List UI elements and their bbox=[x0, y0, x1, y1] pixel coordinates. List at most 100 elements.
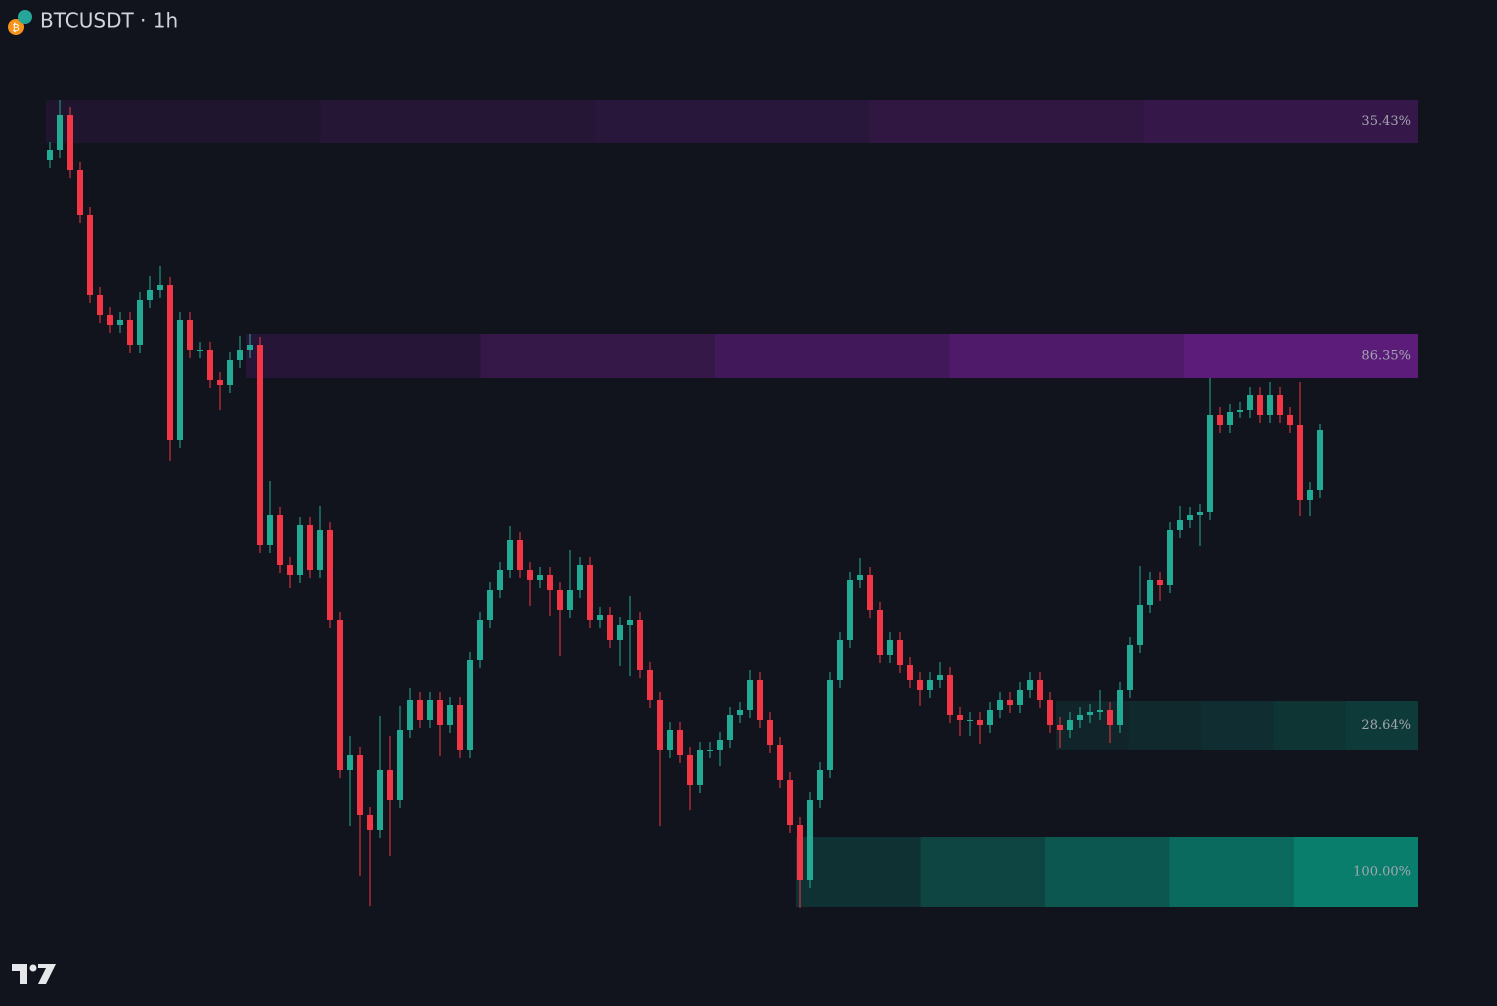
candle-body bbox=[97, 295, 103, 315]
zone-segment bbox=[869, 100, 1144, 143]
candle-body bbox=[947, 675, 953, 715]
candle-body bbox=[347, 755, 353, 770]
zone-segment bbox=[1169, 837, 1294, 907]
candle-body bbox=[437, 700, 443, 725]
candle-body bbox=[137, 300, 143, 345]
candle-body bbox=[1037, 680, 1043, 700]
zone-segment bbox=[1044, 837, 1170, 907]
candle-body bbox=[227, 360, 233, 385]
candle-body bbox=[247, 345, 253, 350]
candle-body bbox=[667, 730, 673, 750]
candle-body bbox=[1137, 605, 1143, 645]
candle-body bbox=[897, 640, 903, 665]
candle-body bbox=[1097, 710, 1103, 712]
candle-body bbox=[397, 730, 403, 800]
tradingview-logo bbox=[12, 964, 56, 984]
zone-label: 28.64% bbox=[1361, 718, 1411, 733]
candle-body bbox=[1057, 725, 1063, 730]
candle-body bbox=[1167, 530, 1173, 585]
candle-body bbox=[1047, 700, 1053, 725]
candle-body bbox=[187, 320, 193, 350]
zone-segment bbox=[46, 100, 321, 143]
candle-body bbox=[997, 700, 1003, 710]
candle-body bbox=[427, 700, 433, 720]
candle-body bbox=[417, 700, 423, 720]
candle-body bbox=[1027, 680, 1033, 690]
candle-body bbox=[967, 720, 973, 721]
candles bbox=[47, 100, 1323, 908]
candle-body bbox=[1287, 415, 1293, 425]
candle-body bbox=[77, 170, 83, 215]
candle-body bbox=[237, 350, 243, 360]
candle-body bbox=[307, 525, 313, 570]
candle-body bbox=[57, 115, 63, 150]
candle-body bbox=[257, 345, 263, 545]
symbol-icon: ₿ bbox=[8, 10, 32, 35]
candle-body bbox=[787, 780, 793, 825]
candle-body bbox=[677, 730, 683, 755]
zone-segment bbox=[949, 334, 1184, 378]
candle-body bbox=[287, 565, 293, 575]
candle-body bbox=[977, 720, 983, 725]
candle-body bbox=[357, 755, 363, 815]
candle-body bbox=[147, 290, 153, 300]
candle-body bbox=[1247, 395, 1253, 410]
candle-body bbox=[557, 590, 563, 610]
candle-body bbox=[1107, 710, 1113, 725]
candle-body bbox=[1297, 425, 1303, 500]
candle-body bbox=[467, 660, 473, 750]
candle-body bbox=[567, 590, 573, 610]
zone-label: 86.35% bbox=[1361, 349, 1411, 364]
candle-body bbox=[377, 770, 383, 830]
candle-body bbox=[807, 800, 813, 880]
candle-body bbox=[1217, 415, 1223, 425]
candle-body bbox=[327, 530, 333, 620]
candle-body bbox=[387, 770, 393, 800]
candle-body bbox=[267, 515, 273, 545]
candle-body bbox=[1077, 715, 1083, 720]
candle-body bbox=[857, 575, 863, 580]
candle-body bbox=[1197, 512, 1203, 515]
candle-body bbox=[1187, 515, 1193, 520]
candle-body bbox=[1117, 690, 1123, 725]
zone-segment bbox=[480, 334, 715, 378]
candle-body bbox=[707, 750, 713, 751]
candle-body bbox=[1227, 412, 1233, 425]
candle-body bbox=[737, 710, 743, 715]
candle-body bbox=[1307, 490, 1313, 500]
zone-segment bbox=[714, 334, 950, 378]
candle-body bbox=[477, 620, 483, 660]
candle-body bbox=[407, 700, 413, 730]
candle-body bbox=[687, 755, 693, 785]
candle-body bbox=[1147, 580, 1153, 605]
candle-body bbox=[817, 770, 823, 800]
candle-body bbox=[657, 700, 663, 750]
candle-body bbox=[197, 350, 203, 351]
candle-body bbox=[767, 720, 773, 745]
candle-body bbox=[447, 705, 453, 725]
candle-body bbox=[1177, 520, 1183, 530]
zone-segment bbox=[1293, 837, 1418, 907]
candle-body bbox=[487, 590, 493, 620]
candle-body bbox=[1267, 395, 1273, 415]
candle-body bbox=[297, 525, 303, 575]
candle-body bbox=[607, 615, 613, 640]
candle-body bbox=[107, 315, 113, 325]
candle-body bbox=[1127, 645, 1133, 690]
candle-body bbox=[177, 320, 183, 440]
zone-label: 35.43% bbox=[1361, 114, 1411, 129]
candle-body bbox=[67, 115, 73, 170]
candle-body bbox=[637, 620, 643, 670]
candle-body bbox=[647, 670, 653, 700]
candle-body bbox=[1087, 712, 1093, 715]
candle-body bbox=[587, 565, 593, 620]
candle-body bbox=[927, 680, 933, 690]
zone-segment bbox=[796, 837, 921, 907]
candle-body bbox=[507, 540, 513, 570]
candle-body bbox=[887, 640, 893, 655]
candle-body bbox=[457, 705, 463, 750]
candle-body bbox=[867, 575, 873, 610]
candle-body bbox=[697, 750, 703, 785]
candle-body bbox=[597, 615, 603, 620]
